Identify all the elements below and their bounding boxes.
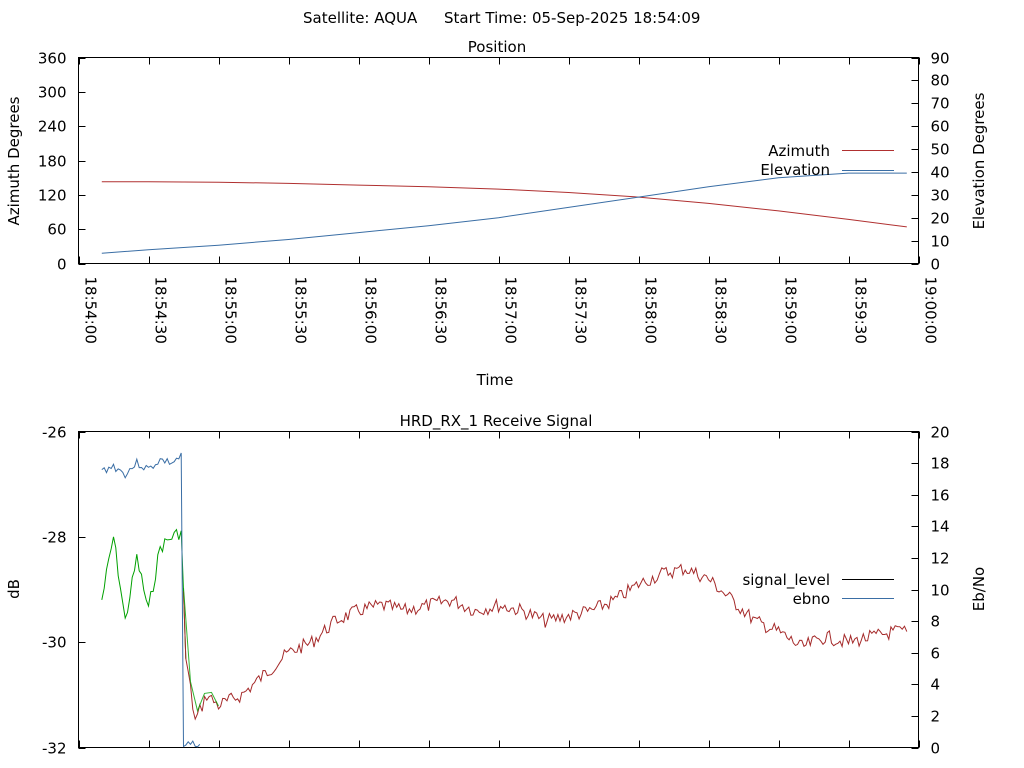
position-ytick-label: 300 — [38, 84, 67, 102]
position-xtick-label: 18:58:30 — [712, 277, 730, 344]
signal-ytick-label: -28 — [42, 529, 67, 547]
signal-y2tick-label: 10 — [931, 582, 950, 600]
position-ytick-label: 120 — [38, 187, 67, 205]
signal-y2tick-label: 8 — [931, 613, 941, 631]
series-azimuth-line — [101, 181, 907, 228]
signal-y2tick-label: 6 — [931, 645, 941, 663]
signal-y2tick-label: 12 — [931, 550, 950, 568]
position-legend: Azimuth Elevation — [760, 142, 894, 179]
position-xtick-label: 18:58:00 — [642, 277, 660, 344]
position-plot-frame — [78, 57, 919, 264]
position-chart: Position 0 60 120 180 240 300 360 0 10 20 30 40 50 60… — [5, 38, 988, 389]
signal-ytick-label: -32 — [42, 740, 67, 758]
position-y2tick-label: 60 — [931, 118, 950, 136]
position-ytick-label: 0 — [57, 256, 67, 274]
position-ytick-label: 60 — [47, 221, 66, 239]
position-y2tick-label: 10 — [931, 233, 950, 251]
signal-y2tick-label: 14 — [931, 518, 950, 536]
legend-signal-level-label: signal_level — [742, 571, 830, 590]
position-series — [101, 172, 907, 254]
position-y2tick-label: 70 — [931, 95, 950, 113]
signal-chart: HRD_RX_1 Receive Signal -32 -30 -28 -26 0 2 4 6… — [5, 412, 988, 758]
position-xtick-label: 18:55:00 — [222, 277, 240, 344]
series-elevation-line — [101, 172, 907, 254]
series-signal-level-line — [183, 563, 908, 721]
start-time-label: Start Time: 05-Sep-2025 18:54:09 — [444, 9, 700, 27]
position-y2tick-label: 40 — [931, 164, 950, 182]
signal-y2tick-label: 18 — [931, 455, 950, 473]
position-ytick-label: 360 — [38, 50, 67, 68]
position-xtick-label: 18:59:30 — [852, 277, 870, 344]
satellite-label: Satellite: AQUA — [303, 9, 418, 27]
position-xtick-label: 18:57:00 — [502, 277, 520, 344]
position-title: Position — [468, 38, 526, 56]
position-xtick-label: 18:56:00 — [362, 277, 380, 344]
position-xlabel: Time — [476, 371, 514, 389]
position-xtick-label: 18:59:00 — [782, 277, 800, 344]
signal-legend: signal_level ebno — [742, 571, 894, 608]
legend-elevation-label: Elevation — [760, 161, 830, 179]
signal-ytick-label: -26 — [42, 424, 67, 442]
signal-series — [101, 452, 908, 748]
signal-title: HRD_RX_1 Receive Signal — [400, 412, 593, 431]
position-xtick-label: 18:55:30 — [292, 277, 310, 344]
position-xtick-label: 19:00:00 — [922, 277, 940, 344]
signal-y2tick-label: 4 — [931, 676, 941, 694]
position-xtick-label: 18:57:30 — [572, 277, 590, 344]
position-ylabel: Azimuth Degrees — [5, 96, 23, 225]
signal-ytick-label: -30 — [42, 634, 67, 652]
signal-tick-labels: -32 -30 -28 -26 0 2 4 6 8 10 12 14 16 18 20 — [42, 424, 950, 758]
signal-y2tick-label: 2 — [931, 708, 941, 726]
signal-plot-frame — [78, 431, 919, 748]
signal-ticks — [78, 431, 920, 749]
position-y2tick-label: 30 — [931, 187, 950, 205]
position-xtick-label: 18:54:00 — [82, 277, 100, 344]
position-y2label: Elevation Degrees — [970, 92, 988, 229]
signal-y2tick-label: 16 — [931, 487, 950, 505]
signal-ylabel: dB — [5, 579, 23, 599]
position-ytick-label: 240 — [38, 118, 67, 136]
position-xtick-label: 18:54:30 — [152, 277, 170, 344]
signal-y2tick-label: 0 — [931, 740, 941, 758]
position-y2tick-label: 90 — [931, 50, 950, 68]
position-y2tick-label: 80 — [931, 72, 950, 90]
position-y2tick-label: 0 — [931, 256, 941, 274]
position-ticks — [78, 57, 920, 265]
position-xtick-label: 18:56:30 — [432, 277, 450, 344]
signal-y2label: Eb/No — [970, 567, 988, 611]
position-ytick-label: 180 — [38, 153, 67, 171]
position-tick-labels: 0 60 120 180 240 300 360 0 10 20 30 40 50 60 70 80 90 18:… — [38, 50, 950, 344]
legend-azimuth-label: Azimuth — [768, 142, 830, 160]
legend-ebno-label: ebno — [793, 590, 830, 608]
position-y2tick-label: 20 — [931, 210, 950, 228]
series-signal-level-good-tail — [183, 587, 219, 713]
position-y2tick-label: 50 — [931, 141, 950, 159]
signal-y2tick-label: 20 — [931, 424, 950, 442]
series-signal-level-good-line — [101, 528, 187, 659]
series-ebno-line — [101, 452, 201, 748]
